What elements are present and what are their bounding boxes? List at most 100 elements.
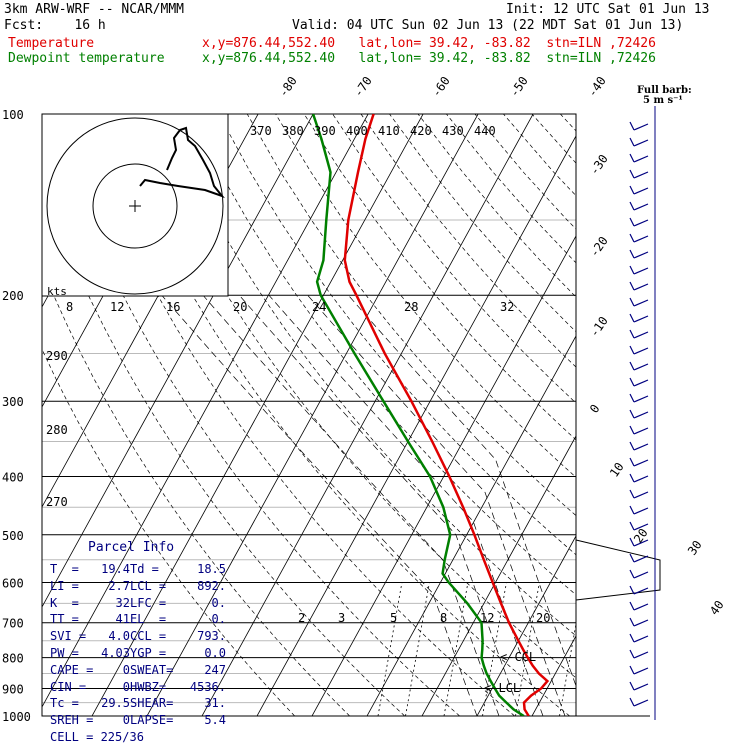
theta-label: 390 bbox=[314, 124, 336, 138]
level-marker: <-CCL bbox=[500, 650, 536, 664]
wind-barb bbox=[629, 585, 649, 595]
parcel-key: SWEAT= bbox=[130, 662, 174, 677]
parcel-value: 32 bbox=[115, 595, 130, 610]
wind-barb bbox=[629, 505, 649, 515]
theta-low-label: 290 bbox=[46, 349, 68, 363]
parcel-info-row: CIN = 0HWBZ= 4536. bbox=[50, 680, 226, 694]
mixing-ratio-label: 8 bbox=[440, 611, 447, 625]
temperature-legend-label: Temperature bbox=[8, 36, 95, 51]
parcel-value: 892. bbox=[197, 578, 226, 593]
parcel-info-row: K = 32LFC = 0. bbox=[50, 596, 226, 610]
parcel-key: HWBZ= bbox=[130, 679, 167, 694]
model-title: 3km ARW-WRF -- NCAR/MMM bbox=[4, 2, 185, 17]
parcel-key: CELL = 225/36 bbox=[50, 730, 144, 744]
wind-barb bbox=[629, 361, 649, 371]
temperature-tick-label: -80 bbox=[276, 74, 300, 100]
parcel-key: EL = bbox=[130, 612, 167, 627]
wind-barb bbox=[629, 457, 649, 467]
parcel-value: 4.03 bbox=[101, 646, 130, 660]
wind-barb bbox=[629, 217, 649, 227]
wind-barb bbox=[629, 441, 649, 451]
wind-barb bbox=[629, 601, 649, 611]
wind-barb bbox=[629, 393, 649, 403]
pressure-label: 600 bbox=[2, 576, 24, 590]
wind-barb bbox=[629, 409, 649, 419]
parcel-value: 4536. bbox=[189, 679, 226, 694]
sounding-traces bbox=[311, 114, 550, 716]
temperature-tick-label: 40 bbox=[707, 598, 727, 618]
barb-legend-line-2: 5 m s⁻¹ bbox=[643, 95, 683, 106]
pressure-label: 500 bbox=[2, 529, 24, 543]
barb-legend-line-1: Full barb: bbox=[637, 85, 692, 96]
wind-barb bbox=[629, 137, 649, 147]
valid-time: Valid: 04 UTC Sun 02 Jun 13 (22 MDT Sat … bbox=[292, 18, 684, 33]
dewpoint-legend-label: Dewpoint temperature bbox=[8, 51, 165, 66]
parcel-info-row: SREH = 0LAPSE= 5.4 bbox=[50, 713, 226, 727]
pressure-label: 700 bbox=[2, 617, 24, 631]
theta-low-label: 280 bbox=[46, 423, 68, 437]
wind-barb bbox=[629, 473, 649, 483]
parcel-key: PW = bbox=[50, 646, 79, 660]
wind-barb bbox=[629, 249, 649, 259]
pressure-label: 100 bbox=[2, 108, 24, 122]
pressure-label: 300 bbox=[2, 395, 24, 409]
wind-barb bbox=[629, 697, 649, 707]
temperature-tick-label: -40 bbox=[585, 74, 609, 100]
temperature-tick-label: -10 bbox=[587, 314, 611, 340]
wind-barb bbox=[629, 201, 649, 211]
mixing-ratio-label: 12 bbox=[480, 611, 494, 625]
parcel-value: 0. bbox=[211, 612, 226, 627]
temperature-tick-label: 30 bbox=[685, 538, 705, 558]
wind-barb bbox=[629, 489, 649, 499]
theta-label: 400 bbox=[346, 124, 368, 138]
theta-low-label: 270 bbox=[46, 495, 68, 509]
temperature-tick-label: -60 bbox=[429, 74, 453, 100]
temperature-tick-label: -70 bbox=[351, 74, 375, 100]
theta-label: 430 bbox=[442, 124, 464, 138]
temperature-tick-label: 0 bbox=[587, 402, 603, 416]
parcel-value: 29.5 bbox=[101, 696, 130, 711]
parcel-info-title: Parcel Info bbox=[88, 540, 175, 555]
hodo-speed-label: 20 bbox=[233, 300, 247, 314]
hodograph-inset bbox=[41, 113, 229, 297]
dewpoint-legend-info: x,y=876.44,552.40 lat,lon= 39.42, -83.82… bbox=[202, 51, 656, 66]
pressure-label: 200 bbox=[2, 289, 24, 303]
parcel-value: 2.7 bbox=[108, 578, 130, 593]
parcel-info-row: PW = 4.03YGP = 0.0 bbox=[50, 646, 226, 660]
parcel-key: CAPE = bbox=[50, 662, 94, 677]
wind-barb bbox=[629, 521, 649, 531]
parcel-value: 793. bbox=[197, 629, 226, 644]
parcel-key: CIN = bbox=[50, 679, 87, 694]
theta-label: 420 bbox=[410, 124, 432, 138]
parcel-info-row: CAPE = 0SWEAT= 247 bbox=[50, 663, 226, 677]
theta-label: 440 bbox=[474, 124, 496, 138]
parcel-info-row: SVI = 4.0CCL = 793. bbox=[50, 629, 226, 643]
parcel-info-row: TT = 41EL = 0. bbox=[50, 612, 226, 626]
parcel-key: Td = bbox=[130, 562, 159, 576]
pressure-label: 900 bbox=[2, 682, 24, 696]
init-time: Init: 12 UTC Sat 01 Jun 13 bbox=[506, 2, 710, 17]
parcel-info-row: LI = 2.7LCL = 892. bbox=[50, 579, 226, 593]
parcel-key: LAPSE= bbox=[130, 713, 174, 728]
mixing-ratio-label: 2 bbox=[298, 611, 305, 625]
theta-label: 380 bbox=[282, 124, 304, 138]
parcel-key: SVI = bbox=[50, 629, 87, 644]
wind-barb bbox=[629, 553, 649, 563]
parcel-value: 0 bbox=[122, 679, 130, 694]
hodo-speed-label: 8 bbox=[66, 300, 73, 314]
parcel-value: 0 bbox=[122, 713, 130, 728]
wind-barb bbox=[629, 633, 649, 643]
pressure-label: 1000 bbox=[2, 710, 31, 724]
mixing-ratio-label: 5 bbox=[390, 611, 397, 625]
parcel-value: 41 bbox=[115, 612, 130, 627]
wind-barb bbox=[629, 121, 649, 131]
hodo-speed-label: 16 bbox=[166, 300, 180, 314]
hodo-speed-label: 28 bbox=[404, 300, 418, 314]
theta-label: 370 bbox=[250, 124, 272, 138]
parcel-value: 0 bbox=[122, 662, 130, 677]
parcel-value: 4.0 bbox=[108, 629, 130, 644]
dewpoint-trace bbox=[311, 114, 525, 716]
wind-barb bbox=[629, 329, 649, 339]
parcel-value: 31. bbox=[204, 696, 226, 711]
hodo-speed-label: 24 bbox=[312, 300, 326, 314]
